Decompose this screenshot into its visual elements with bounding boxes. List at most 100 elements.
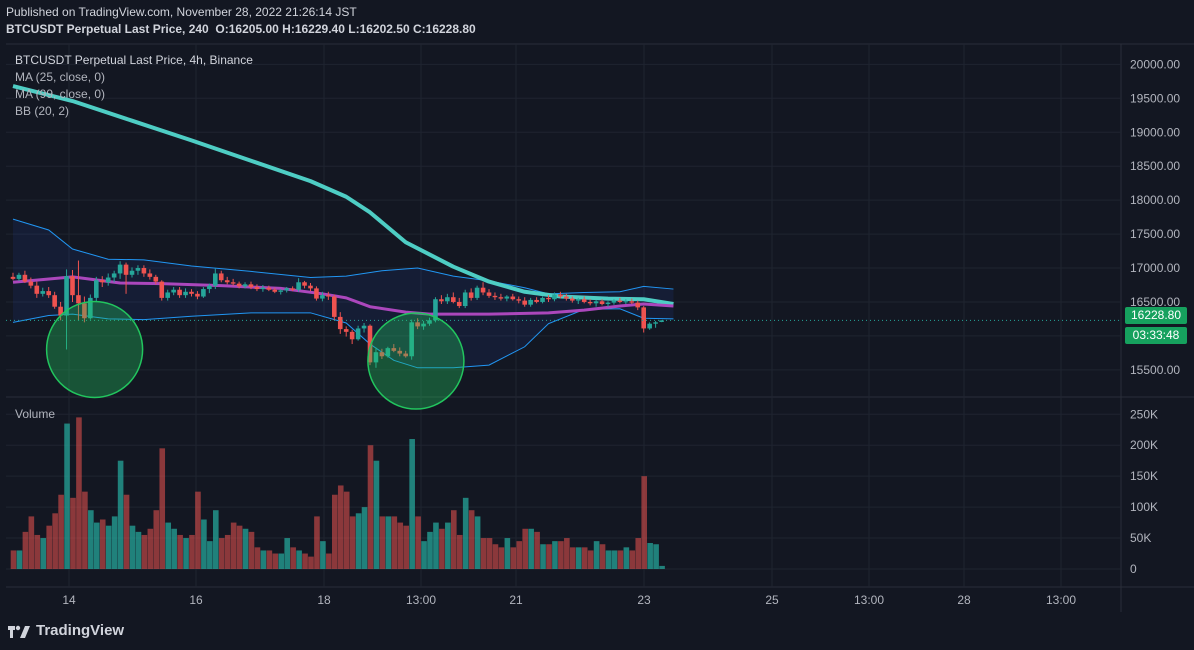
candle-body bbox=[540, 297, 545, 302]
candle-body bbox=[64, 276, 69, 316]
high-value: 16229.40 bbox=[294, 22, 345, 36]
candle-body bbox=[242, 284, 248, 287]
candle-body bbox=[379, 352, 385, 357]
volume-bar bbox=[326, 553, 332, 569]
volume-bar bbox=[439, 528, 445, 569]
price-axis-label: 19500.00 bbox=[1130, 91, 1180, 105]
volume-bar bbox=[516, 541, 523, 569]
volume-bar bbox=[213, 510, 219, 569]
candle-body bbox=[201, 289, 206, 297]
candle-body bbox=[635, 302, 641, 308]
volume-bar bbox=[46, 525, 52, 569]
volume-bar bbox=[272, 553, 279, 569]
candle-body bbox=[391, 348, 397, 351]
volume-bar bbox=[349, 516, 356, 569]
tradingview-logo[interactable]: TradingView bbox=[8, 622, 124, 639]
candle-body bbox=[617, 300, 623, 302]
ma25-legend[interactable]: MA (25, close, 0) bbox=[15, 70, 106, 84]
volume-bar bbox=[462, 497, 469, 569]
candle-body bbox=[528, 299, 533, 305]
candle-body bbox=[593, 301, 599, 304]
volume-bar bbox=[111, 516, 118, 569]
volume-bar bbox=[379, 516, 386, 569]
candle-body bbox=[94, 280, 99, 298]
bar-countdown-tag: 03:33:48 bbox=[1125, 327, 1187, 344]
candle-body bbox=[88, 297, 93, 319]
volume-bar bbox=[451, 510, 457, 569]
price-axis-label: 17000.00 bbox=[1130, 261, 1180, 275]
candle-body bbox=[284, 288, 289, 291]
candle-body bbox=[52, 295, 57, 307]
candle-body bbox=[302, 282, 307, 286]
volume-bar bbox=[433, 522, 439, 569]
open-value: 16205.00 bbox=[228, 22, 279, 36]
volume-bar bbox=[88, 510, 94, 569]
candle-body bbox=[552, 294, 557, 300]
volume-bar bbox=[593, 541, 600, 569]
volume-bar bbox=[575, 547, 582, 569]
candle-body bbox=[230, 282, 236, 284]
time-axis-label: 16 bbox=[189, 593, 203, 607]
volume-bar bbox=[397, 522, 404, 569]
volume-axis-label: 200K bbox=[1130, 438, 1158, 452]
candle-body bbox=[510, 296, 516, 300]
ma99-legend[interactable]: MA (99, close, 0) bbox=[15, 87, 106, 101]
time-axis-label: 28 bbox=[957, 593, 971, 607]
candle-body bbox=[641, 307, 646, 329]
volume-bar bbox=[117, 460, 124, 569]
volume-bar bbox=[581, 547, 588, 569]
candle-body bbox=[46, 291, 51, 296]
volume-bar bbox=[183, 538, 189, 569]
volume-bar bbox=[16, 550, 23, 569]
candle-body bbox=[587, 301, 593, 304]
volume-bar bbox=[659, 565, 665, 569]
candle-body bbox=[165, 292, 170, 298]
candle-body bbox=[171, 289, 176, 293]
candle-body bbox=[564, 296, 569, 299]
candle-body bbox=[421, 323, 426, 327]
candle-body bbox=[570, 298, 575, 301]
volume-bar bbox=[230, 522, 237, 569]
volume-bar bbox=[308, 556, 314, 569]
volume-axis-label: 50K bbox=[1130, 531, 1151, 545]
ma25-line bbox=[12, 275, 674, 316]
candle-body bbox=[28, 281, 34, 286]
volume-bar bbox=[266, 550, 273, 569]
candle-body bbox=[492, 295, 498, 298]
volume-bar bbox=[284, 538, 290, 569]
volume-bar bbox=[623, 547, 630, 569]
candle-body bbox=[534, 299, 539, 302]
volume-bar bbox=[445, 522, 451, 569]
candle-body bbox=[337, 316, 343, 330]
candle-body bbox=[177, 289, 182, 296]
volume-bar bbox=[177, 534, 183, 569]
candle-body bbox=[189, 291, 194, 294]
candle-body bbox=[581, 299, 587, 302]
bb-legend[interactable]: BB (20, 2) bbox=[15, 104, 70, 118]
candle-body bbox=[260, 287, 266, 290]
candle-body bbox=[40, 291, 46, 294]
volume-bar bbox=[546, 544, 552, 569]
bb-fill bbox=[13, 219, 674, 368]
volume-bar bbox=[641, 476, 647, 569]
volume-legend[interactable]: Volume bbox=[15, 407, 56, 421]
candle-body bbox=[314, 288, 319, 299]
time-axis-label: 23 bbox=[637, 593, 651, 607]
volume-bar bbox=[421, 541, 427, 569]
volume-bar bbox=[355, 513, 362, 569]
highlight-circle bbox=[45, 300, 144, 399]
volume-bar bbox=[34, 534, 41, 569]
volume-bar bbox=[189, 534, 195, 569]
volume-bar bbox=[135, 531, 142, 569]
candle-body bbox=[296, 282, 301, 290]
volume-bar bbox=[195, 491, 201, 569]
volume-bar bbox=[123, 494, 130, 569]
volume-bar bbox=[635, 538, 642, 569]
high-label: H: bbox=[282, 22, 295, 36]
volume-bar bbox=[599, 544, 606, 569]
candle-body bbox=[522, 300, 527, 305]
volume-bar bbox=[302, 553, 308, 569]
candle-body bbox=[320, 295, 325, 299]
price-axis-label: 16500.00 bbox=[1130, 295, 1180, 309]
